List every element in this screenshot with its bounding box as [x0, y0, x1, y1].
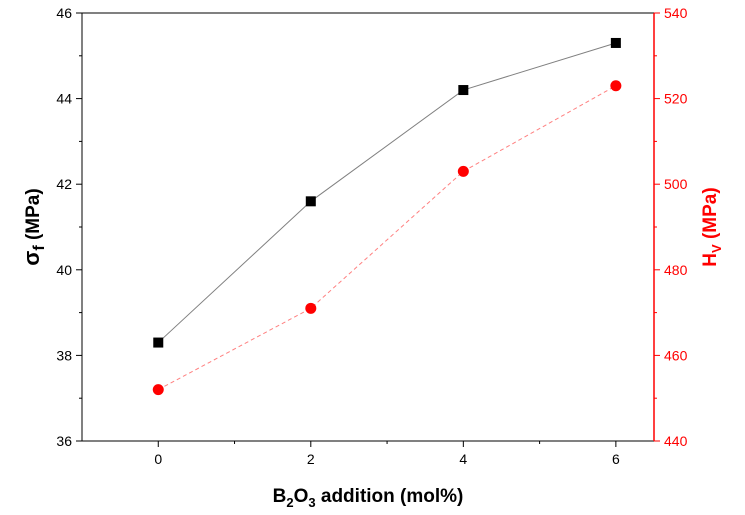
series-lines [157, 42, 617, 391]
x-tick-label-1: 2 [307, 451, 315, 467]
x-ticks: 0 2 4 6 [154, 441, 620, 467]
left-tick-label-1: 38 [56, 347, 72, 363]
series-1-point-1 [305, 302, 317, 314]
left-y-axis-title: σf (MPa) [19, 188, 48, 265]
series-0-point-3 [610, 37, 621, 48]
left-tick-label-3: 42 [56, 176, 72, 192]
left-y-ticks: 36 38 40 42 44 46 [56, 5, 82, 449]
left-tick-label-4: 44 [56, 91, 72, 107]
right-y-axis-title: HV (MPa) [700, 187, 724, 266]
right-tick-label-0: 440 [664, 433, 688, 449]
right-tick-label-2: 480 [664, 262, 688, 278]
x-axis-title: B2O3 addition (mol%) [273, 486, 464, 510]
x-tick-label-3: 6 [612, 451, 620, 467]
series-1-point-3 [610, 80, 622, 92]
right-tick-label-1: 460 [664, 347, 688, 363]
series-0-point-1 [305, 196, 316, 207]
right-tick-label-4: 520 [664, 91, 688, 107]
plot-frame [81, 12, 655, 442]
series-0-point-2 [458, 85, 469, 96]
right-tick-label-5: 540 [664, 5, 688, 21]
x-tick-label-2: 4 [459, 451, 467, 467]
x-tick-label-0: 0 [154, 451, 162, 467]
right-tick-label-3: 500 [664, 176, 688, 192]
series-1-point-2 [457, 165, 469, 177]
series-markers [152, 37, 622, 396]
series-0-point-0 [153, 337, 164, 348]
right-y-ticks: 440 460 480 500 520 540 [653, 5, 688, 449]
left-tick-label-5: 46 [56, 5, 72, 21]
left-tick-label-0: 36 [56, 433, 72, 449]
series-line-0 [157, 42, 617, 343]
left-tick-label-2: 40 [56, 262, 72, 278]
series-line-1 [158, 85, 617, 391]
series-1-point-0 [152, 384, 164, 396]
